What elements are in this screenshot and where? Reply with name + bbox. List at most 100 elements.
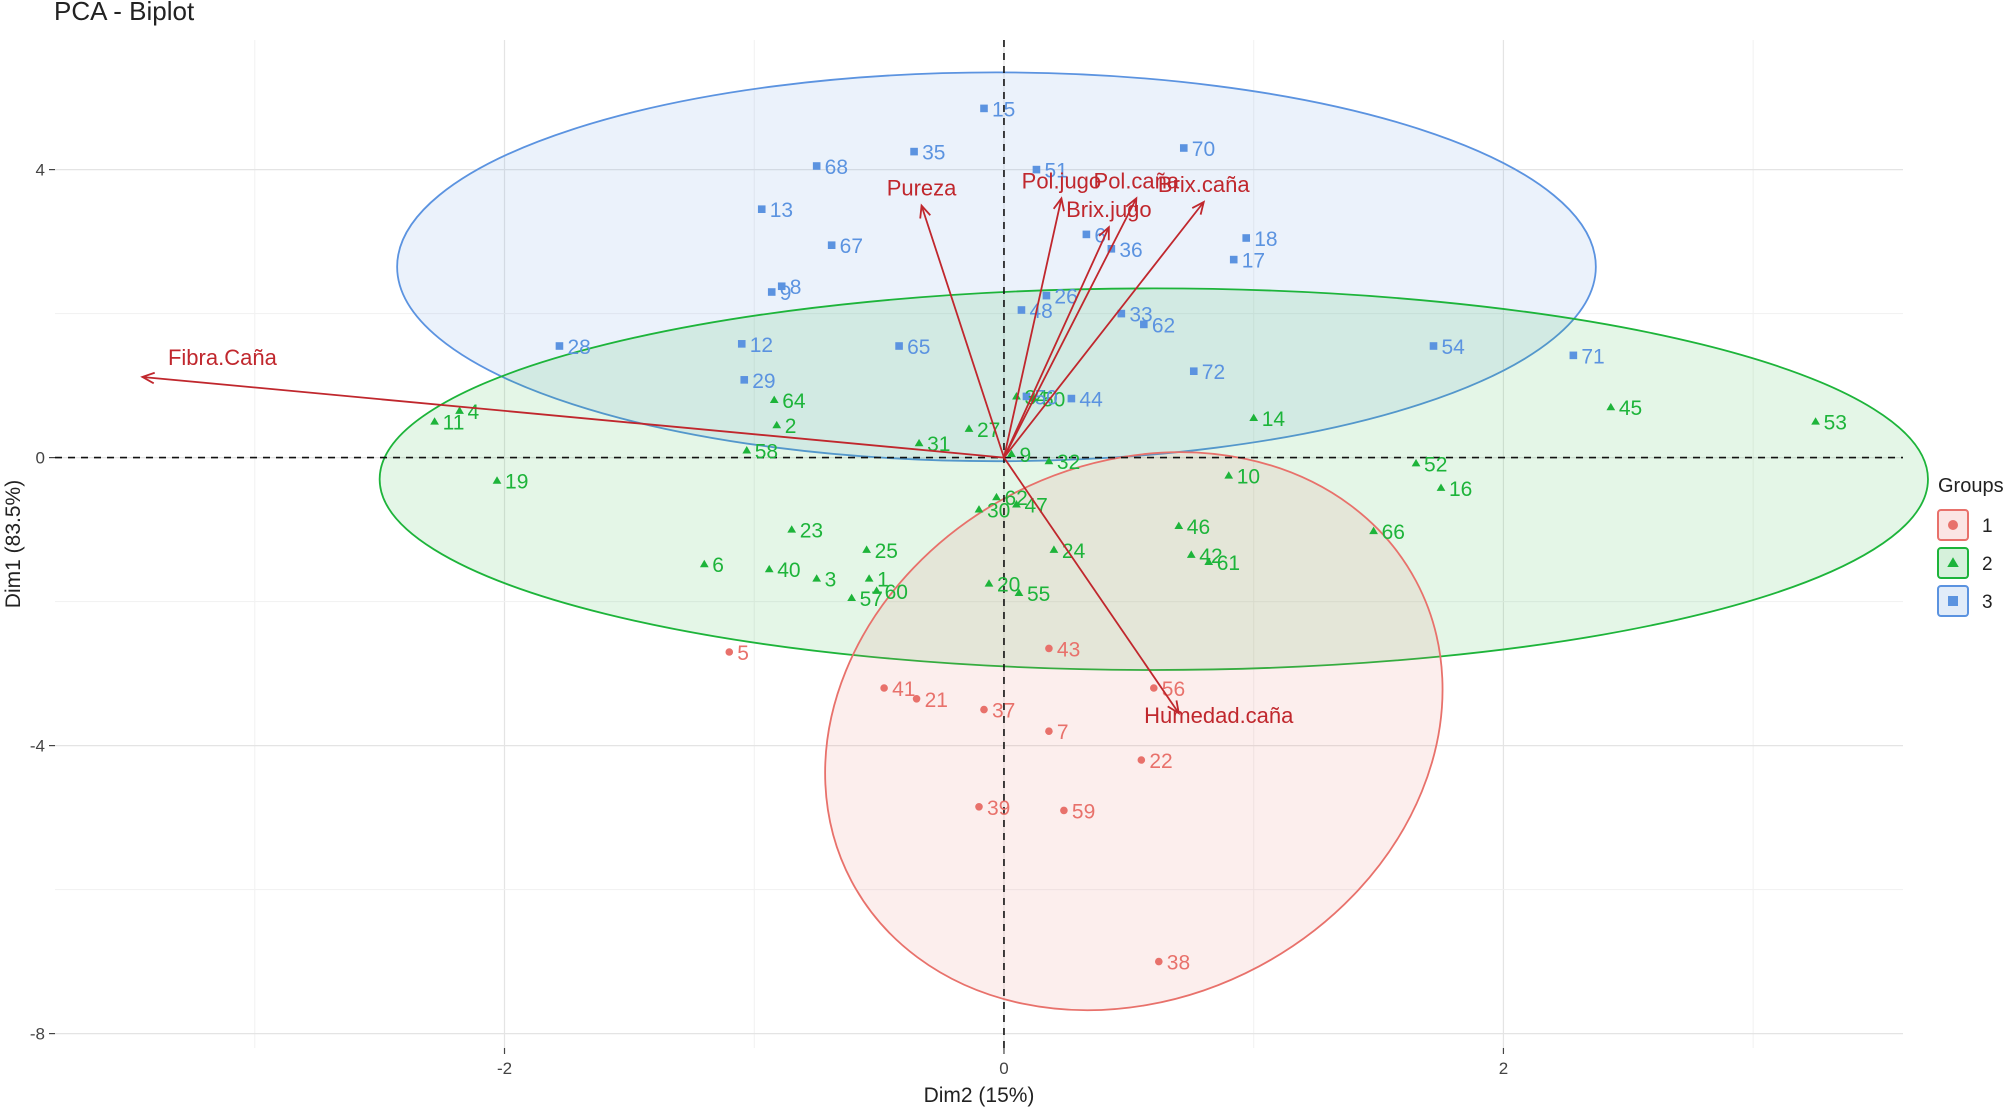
- point-marker-group-1: [1150, 684, 1158, 692]
- variable-label: Pureza: [887, 176, 957, 201]
- legend-marker-group-2: [1947, 557, 1959, 568]
- point-marker-group-3: [740, 376, 749, 384]
- point-marker-group-3: [1082, 230, 1091, 239]
- point-label: 50: [1042, 389, 1065, 412]
- y-tick-label: 0: [36, 449, 45, 468]
- chart-title: PCA - Biplot: [54, 0, 195, 26]
- point-label: 52: [1424, 453, 1447, 476]
- point-marker-group-1: [1045, 644, 1053, 653]
- arrow-shaft: [920, 205, 1005, 458]
- point-label: 51: [1044, 160, 1067, 183]
- point-label: 39: [987, 797, 1010, 820]
- point-label: 54: [1442, 336, 1466, 359]
- point-marker-group-3: [1242, 234, 1251, 242]
- point-marker-group-2: [1014, 588, 1024, 597]
- variable-label: Humedad.caña: [1144, 703, 1294, 728]
- zero-axes: [55, 40, 1903, 1048]
- point-label: 3: [825, 569, 837, 592]
- point-label: 68: [825, 156, 848, 179]
- point-label: 10: [1237, 466, 1260, 489]
- arrow-head: [1167, 700, 1181, 716]
- point-label: 24: [1062, 540, 1086, 563]
- point-label: 72: [1202, 361, 1225, 384]
- arrow-shaft: [142, 376, 1005, 459]
- point-label: 57: [860, 588, 883, 611]
- point-marker-group-2: [984, 579, 994, 587]
- point-label: 44: [1079, 389, 1103, 412]
- point-marker-group-3: [1067, 394, 1076, 403]
- y-tick-label: -8: [30, 1025, 45, 1044]
- point-marker-group-1: [1045, 727, 1053, 735]
- arrow-head: [1098, 225, 1110, 241]
- point-marker-group-3: [910, 147, 918, 156]
- point-marker-group-2: [1044, 456, 1054, 465]
- point-marker-group-2: [974, 505, 984, 513]
- point-label: 70: [1192, 138, 1215, 161]
- point-marker-group-2: [1007, 449, 1016, 458]
- legend-label: 3: [1982, 592, 1993, 613]
- ellipse-group-1: [824, 451, 1444, 1012]
- plot-panel: [55, 40, 1903, 1048]
- point-marker-group-2: [914, 438, 924, 447]
- x-tick-label: 0: [999, 1059, 1008, 1078]
- variable-label: Pol.caña: [1094, 168, 1180, 193]
- point-marker-group-3: [1569, 351, 1578, 360]
- point-label: 7: [1057, 721, 1069, 744]
- point-label: 56: [1162, 678, 1185, 701]
- point-label: 45: [1619, 397, 1642, 420]
- point-marker-group-3: [777, 282, 786, 291]
- point-label: 55: [1027, 583, 1050, 606]
- variable-label: Fibra.Caña: [168, 345, 278, 370]
- point-marker-group-2: [1249, 413, 1259, 422]
- point-label: 19: [505, 471, 528, 494]
- point-label: 22: [1149, 750, 1172, 773]
- point-label: 2: [785, 415, 797, 438]
- variable-label: Brix.caña: [1158, 172, 1250, 197]
- point-label: 34: [1024, 386, 1048, 409]
- arrow-head: [140, 371, 156, 385]
- point-marker-group-2: [769, 395, 779, 404]
- point-marker-group-1: [1060, 806, 1068, 815]
- arrow-head: [919, 203, 931, 219]
- confidence-ellipses: [378, 71, 1929, 1012]
- arrow-head: [1191, 200, 1206, 215]
- point-label: 35: [922, 142, 945, 165]
- point-marker-group-1: [975, 803, 983, 811]
- point-marker-group-1: [980, 705, 988, 714]
- point-label: 32: [1057, 451, 1080, 474]
- point-marker-group-2: [1012, 500, 1021, 508]
- point-label: 65: [907, 336, 930, 359]
- point-label: 50: [1034, 386, 1057, 409]
- x-tick-label: 2: [1499, 1059, 1508, 1078]
- point-marker-group-3: [895, 342, 903, 350]
- point-marker-group-2: [862, 545, 871, 553]
- point-marker-group-3: [757, 205, 766, 213]
- point-label: 67: [840, 235, 863, 258]
- point-label: 48: [1029, 300, 1052, 323]
- point-marker-group-1: [725, 648, 734, 656]
- point-label: 29: [752, 370, 775, 393]
- point-label: 30: [987, 499, 1010, 522]
- point-label: 33: [1129, 304, 1152, 327]
- point-marker-group-2: [964, 424, 974, 432]
- point-marker-group-3: [1032, 165, 1041, 174]
- point-marker-group-3: [812, 162, 821, 170]
- point-label: 12: [750, 334, 773, 357]
- legend-marker-group-3: [1948, 596, 1958, 606]
- point-label: 36: [1119, 239, 1142, 262]
- point-label: 62: [1152, 314, 1175, 337]
- arrow-shaft: [1003, 226, 1110, 458]
- point-marker-group-3: [1229, 255, 1238, 264]
- point-marker-group-2: [455, 406, 464, 414]
- point-marker-group-2: [847, 593, 857, 602]
- point-marker-group-3: [1429, 342, 1438, 350]
- point-label: 13: [770, 199, 793, 222]
- point-label: 61: [1217, 552, 1240, 575]
- point-marker-group-3: [1140, 320, 1148, 329]
- point-label: 9: [1019, 444, 1031, 467]
- point-label: 71: [1581, 345, 1604, 368]
- point-label: 8: [790, 276, 802, 299]
- point-label: 16: [1449, 478, 1472, 501]
- point-marker-group-2: [1174, 521, 1184, 530]
